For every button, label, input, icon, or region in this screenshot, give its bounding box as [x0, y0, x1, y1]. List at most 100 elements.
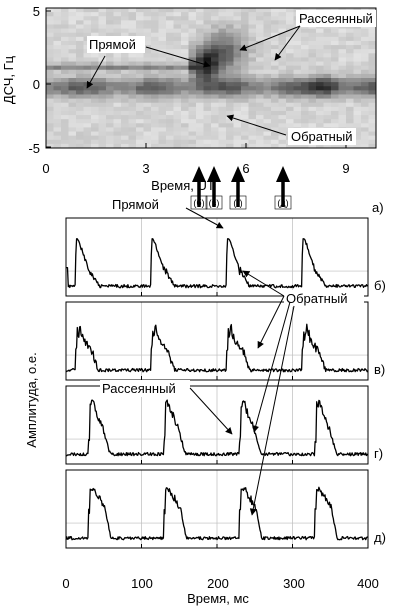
heatmap-cell [286, 78, 294, 83]
heatmap-cell [361, 69, 369, 75]
heatmap-cell [53, 53, 62, 58]
heatmap-cell [68, 139, 77, 145]
heatmap-cell [143, 32, 152, 38]
x-tick-label: 0 [42, 161, 49, 176]
heatmap-cell [353, 115, 362, 120]
heatmap-cell [61, 61, 69, 67]
heatmap-cell [293, 45, 302, 50]
heatmap-cell [136, 78, 144, 83]
heatmap-cell [158, 127, 167, 132]
heatmap-cell [98, 8, 107, 13]
heatmap-cell [151, 110, 159, 116]
heatmap-cell [278, 53, 287, 58]
heatmap-cell [181, 115, 189, 120]
heatmap-cell [233, 16, 242, 21]
heatmap-cell [263, 45, 272, 50]
heatmap-cell [293, 49, 302, 54]
heatmap-cell [211, 8, 219, 13]
heatmap-cell [98, 119, 107, 124]
heatmap-cell [338, 40, 347, 46]
heatmap-cell [353, 40, 362, 46]
heatmap-cell [323, 32, 332, 38]
heatmap-cell [158, 24, 167, 29]
heatmap-cell [278, 115, 287, 120]
heatmap-cell [353, 106, 362, 112]
heatmap-cell [218, 53, 227, 58]
heatmap-cell [128, 115, 137, 120]
heatmap-cell [143, 98, 152, 104]
heatmap-cell [248, 135, 257, 141]
heatmap-cell [301, 119, 309, 124]
heatmap-cell [233, 65, 242, 71]
heatmap-cell [91, 78, 99, 83]
heatmap-cell [256, 90, 264, 95]
heatmap-cell [316, 78, 324, 83]
heatmap-cell [233, 102, 242, 108]
heatmap-cell [323, 123, 332, 128]
heatmap-cell [83, 131, 92, 137]
heatmap-cell [203, 69, 212, 75]
heatmap-cell [368, 86, 377, 91]
heatmap-cell [121, 65, 129, 71]
heatmap-cell [211, 90, 219, 95]
heatmap-cell [203, 16, 212, 21]
heatmap-cell [76, 98, 84, 104]
heatmap-cell [158, 40, 167, 46]
heatmap-cell [173, 139, 182, 145]
heatmap-cell [128, 110, 137, 116]
heatmap-cell [218, 86, 227, 91]
heatmap-cell [188, 28, 197, 34]
heatmap-cell [143, 57, 152, 62]
heatmap-cell [68, 12, 77, 17]
heatmap-cell [278, 45, 287, 50]
heatmap-cell [106, 139, 114, 145]
waveform-trace [66, 238, 369, 289]
heatmap-cell [233, 115, 242, 120]
heatmap-cell [338, 78, 347, 83]
heatmap-cell [121, 53, 129, 58]
heatmap-cell [181, 8, 189, 13]
heatmap-cell [361, 143, 369, 149]
heatmap-cell [98, 110, 107, 116]
heatmap-cell [226, 73, 234, 79]
heatmap-cell [346, 40, 354, 46]
heatmap-cell [233, 86, 242, 91]
heatmap-cell [158, 78, 167, 83]
heatmap-cell [226, 127, 234, 132]
heatmap-cell [211, 16, 219, 21]
heatmap-cell [61, 86, 69, 91]
heatmap-cell [353, 119, 362, 124]
heatmap-cell [226, 53, 234, 58]
heatmap-cell [53, 73, 62, 79]
heatmap-cell [46, 73, 54, 79]
marker-label: (в) [209, 198, 220, 208]
heatmap-cell [233, 12, 242, 17]
heatmap-cell [301, 115, 309, 120]
heatmap-cell [263, 49, 272, 54]
heatmap-cell [113, 98, 122, 104]
heatmap-cell [256, 69, 264, 75]
heatmap-cell [338, 36, 347, 42]
heatmap-cell [151, 106, 159, 112]
heatmap-cell [218, 24, 227, 29]
heatmap-cell [338, 28, 347, 34]
heatmap-cell [128, 82, 137, 87]
heatmap-cell [98, 90, 107, 95]
heatmap-cell [143, 86, 152, 91]
heatmap-cell [286, 123, 294, 128]
heatmap-cell [331, 49, 339, 54]
heatmap-cell [121, 119, 129, 124]
heatmap-cell [361, 86, 369, 91]
heatmap-cell [173, 131, 182, 137]
heatmap-cell [248, 69, 257, 75]
heatmap-cell [248, 45, 257, 50]
heatmap-cell [263, 143, 272, 149]
heatmap-cell [263, 135, 272, 141]
heatmap-cell [346, 90, 354, 95]
heatmap-cell [113, 110, 122, 116]
heatmap-cell [83, 8, 92, 13]
heatmap-cell [53, 110, 62, 116]
heatmap-cell [83, 53, 92, 58]
heatmap-cell [143, 119, 152, 124]
